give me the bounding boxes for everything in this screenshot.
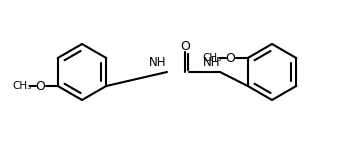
Text: NH: NH (149, 56, 167, 69)
Text: NH: NH (203, 56, 221, 69)
Text: CH₃: CH₃ (12, 81, 32, 91)
Text: O: O (180, 39, 190, 53)
Text: O: O (225, 52, 235, 64)
Text: CH₃: CH₃ (202, 53, 221, 63)
Text: O: O (35, 80, 45, 92)
